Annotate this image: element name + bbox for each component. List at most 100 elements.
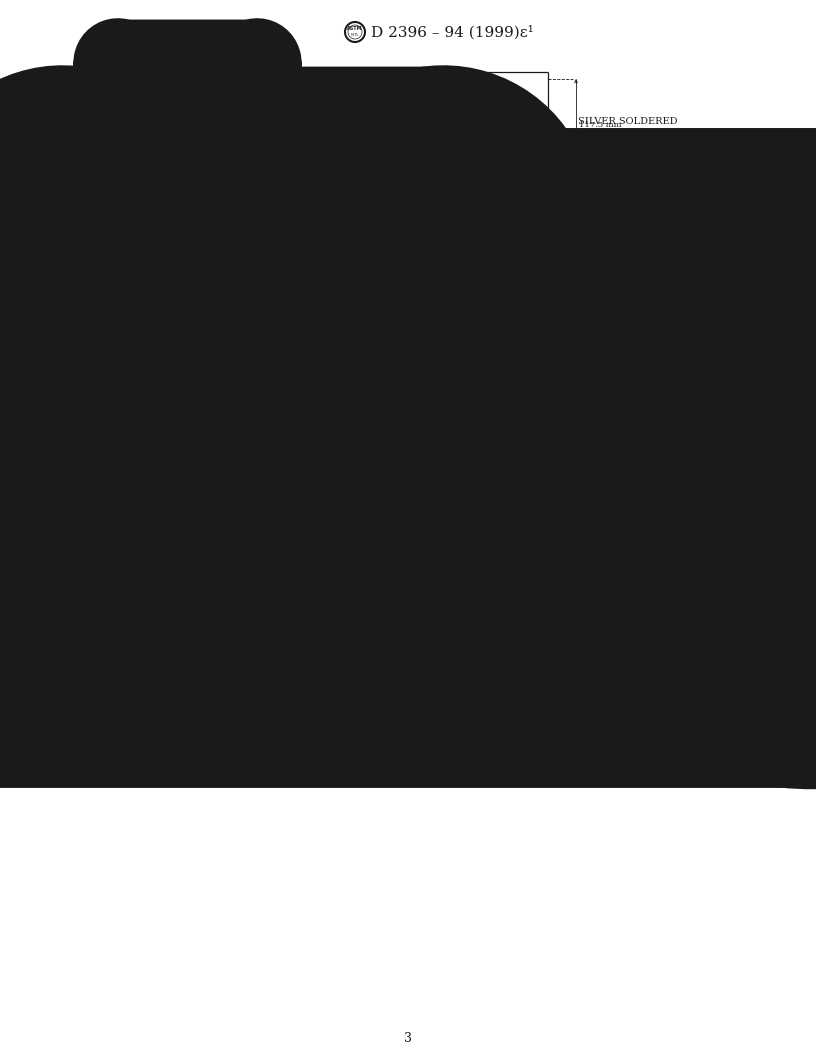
- Text: (33/64"): (33/64"): [423, 239, 455, 247]
- Text: trough and replace the cover plate.: trough and replace the cover plate.: [52, 630, 238, 639]
- Circle shape: [284, 130, 286, 132]
- Text: 11.2.1 Attach the Planetary Mixer to the torque: 11.2.1 Attach the Planetary Mixer to the…: [438, 522, 690, 530]
- Text: (1/8"): (1/8"): [92, 67, 114, 75]
- Circle shape: [220, 130, 221, 132]
- Circle shape: [220, 164, 221, 166]
- Text: min beyond the dry point. Turn off the mixer and: min beyond the dry point. Turn off the m…: [52, 650, 310, 660]
- Circle shape: [284, 96, 286, 98]
- Text: 38.5 mm: 38.5 mm: [423, 318, 460, 326]
- Text: 13 mm: 13 mm: [423, 233, 452, 241]
- Text: into the dispersion trough. Allow the beaker and: into the dispersion trough. Allow the be…: [52, 611, 308, 620]
- Text: 3 mm Dia.: 3 mm Dia.: [92, 60, 135, 68]
- Text: 13 mm: 13 mm: [46, 426, 72, 434]
- Text: the head will lubricate the rotors.: the head will lubricate the rotors.: [57, 725, 220, 734]
- Text: Tare the prewetted beaker and weigh 200 g DIDP.: Tare the prewetted beaker and weigh 200 …: [422, 592, 685, 601]
- Text: connections to the heating unit. Adjust the bowl: connections to the heating unit. Adjust …: [422, 551, 676, 560]
- Text: SILVER SOLDERED: SILVER SOLDERED: [578, 117, 677, 126]
- Text: (2-3/8"): (2-3/8"): [238, 460, 268, 468]
- Circle shape: [354, 164, 356, 166]
- Text: FIG. 1  Distribution Funnel: FIG. 1 Distribution Funnel: [168, 485, 338, 496]
- Text: brushed, and blown clean. The walls of the bowl and: brushed, and blown clean. The walls of t…: [57, 699, 311, 709]
- Text: (3"): (3"): [41, 345, 55, 353]
- Text: 11.1.7 After 4.5 min (or at a stock temperature of: 11.1.7 After 4.5 min (or at a stock temp…: [67, 571, 328, 580]
- Text: rotors should be wiped with a clean cloth. A drop of: rotors should be wiped with a clean clot…: [57, 708, 308, 717]
- Text: INTL: INTL: [351, 33, 359, 37]
- Text: hose and a vacuum cleaner to remove the bulk of the: hose and a vacuum cleaner to remove the …: [57, 682, 313, 692]
- Text: cover and activate the test program.: cover and activate the test program.: [427, 675, 603, 684]
- Text: is important (see 4.2 and section 4.3).: is important (see 4.2 and section 4.3).: [57, 518, 240, 528]
- Text: 11.1.9 Allow the ingredients to mix for at least 2: 11.1.9 Allow the ingredients to mix for …: [67, 641, 322, 650]
- Text: dispersion funnel in the slot on the bowl cover.: dispersion funnel in the slot on the bow…: [422, 697, 669, 706]
- Text: 22mm: 22mm: [579, 180, 605, 187]
- Text: 60°: 60°: [124, 278, 139, 286]
- Text: After 5 min, pour the DIDP plasticizer into the: After 5 min, pour the DIDP plasticizer i…: [422, 706, 666, 716]
- Text: (4"): (4"): [246, 428, 260, 436]
- Text: 83 mm: 83 mm: [238, 468, 268, 476]
- Text: (1/16"): (1/16"): [83, 224, 109, 232]
- Text: 11.2  Test Method B (Planetary Mixer):: 11.2 Test Method B (Planetary Mixer):: [438, 510, 643, 520]
- Circle shape: [154, 130, 156, 132]
- Circle shape: [284, 164, 286, 166]
- Text: NOTE 7—If using the computerized torque rheometer,: NOTE 7—If using the computerized torque …: [427, 649, 690, 659]
- Circle shape: [154, 96, 156, 98]
- Text: (3-3/4"): (3-3/4"): [238, 215, 268, 223]
- Text: 41.3 mm: 41.3 mm: [168, 55, 206, 63]
- Text: NOTE 6—The temperature and viscosity of the: NOTE 6—The temperature and viscosity of …: [427, 605, 652, 615]
- Text: the end of the test.: the end of the test.: [422, 725, 522, 735]
- Text: 11.2.3 Wet the dispersion funnel and the 400-mL: 11.2.3 Wet the dispersion funnel and the…: [438, 573, 696, 582]
- Text: cover and add the PVC resin. Replace the cover.: cover and add the PVC resin. Replace the…: [422, 636, 676, 645]
- Text: (33/64"): (33/64"): [43, 433, 72, 441]
- Text: plasticizer placed between each rotor and back plate of: plasticizer placed between each rotor an…: [57, 717, 326, 725]
- Text: (3-1/4"): (3-1/4"): [238, 474, 268, 482]
- Text: powder from the bowl. The bowl can then be opened,: powder from the bowl. The bowl can then …: [57, 691, 315, 700]
- Circle shape: [354, 130, 356, 132]
- Text: continue mixing.: continue mixing.: [52, 560, 140, 568]
- Text: initiate the computer to calibrate the unit. Add the: initiate the computer to calibrate the u…: [427, 658, 671, 667]
- Text: 102 mm: 102 mm: [236, 422, 270, 430]
- Circle shape: [220, 96, 221, 98]
- Text: 11.2.4 Weigh 400 g PVC resin. Remove the bowl: 11.2.4 Weigh 400 g PVC resin. Remove the…: [438, 626, 692, 636]
- Text: 1.6 mm R: 1.6 mm R: [83, 218, 123, 226]
- Text: 11.1.6 With the mixer jacket at 88°C and the mixer: 11.1.6 With the mixer jacket at 88°C and…: [67, 531, 336, 540]
- Text: dispersion funnel. Leave the funnel in place until: dispersion funnel. Leave the funnel in p…: [422, 716, 680, 725]
- Text: (7/8"): (7/8"): [579, 185, 601, 193]
- Text: FINISHED:  POLISHED: FINISHED: POLISHED: [490, 331, 614, 340]
- Text: temperature to 88 ± 1°C.: temperature to 88 ± 1°C.: [422, 561, 557, 569]
- Text: 89 mm: 89 mm: [41, 119, 70, 127]
- Text: resin at the end of the calibration, and replace the: resin at the end of the calibration, and…: [427, 666, 670, 676]
- Text: 117.5 mm: 117.5 mm: [579, 121, 622, 129]
- Text: D 2396 – 94 (1999)ε¹: D 2396 – 94 (1999)ε¹: [371, 25, 534, 39]
- Text: 3.2 mm R: 3.2 mm R: [379, 218, 420, 226]
- Text: rheometer.: rheometer.: [422, 531, 480, 540]
- Text: 11.2.5 After mixing 4.5 min, place the prewetted: 11.2.5 After mixing 4.5 min, place the p…: [438, 687, 694, 697]
- Circle shape: [354, 96, 356, 98]
- Text: 22 mm: 22 mm: [55, 101, 81, 109]
- Text: (4-5/8"): (4-5/8"): [579, 130, 609, 138]
- Text: 11.1.10 For additional tests, repeat 11.1.4-11.1.9.: 11.1.10 For additional tests, repeat 11.…: [67, 737, 329, 747]
- Text: beaker with plasticizer and drain both for 1 min.: beaker with plasticizer and drain both f…: [422, 583, 678, 591]
- Text: the PVC/clay mix to the bowl. Replace bowl cover and: the PVC/clay mix to the bowl. Replace bo…: [52, 550, 336, 559]
- Text: (1/8"): (1/8"): [398, 224, 420, 232]
- Text: 3: 3: [404, 1032, 412, 1045]
- Text: 44.5 mm: 44.5 mm: [47, 84, 81, 92]
- Text: (3-1/2"): (3-1/2"): [41, 129, 70, 137]
- Text: trough to drain for 1 min. Remove the beaker and: trough to drain for 1 min. Remove the be…: [52, 621, 314, 629]
- Text: (7/8"): (7/8"): [61, 108, 81, 116]
- Text: MATERIAL:  18 ga. STAINLESS STEEL: MATERIAL: 18 ga. STAINLESS STEEL: [490, 318, 696, 327]
- Text: recorder and clean the bowl.: recorder and clean the bowl.: [52, 660, 204, 670]
- Text: (1-3/4"): (1-3/4"): [54, 91, 81, 99]
- Text: 11.1.8 At 5 min pour the DIDP evenly and quickly: 11.1.8 At 5 min pour the DIDP evenly and…: [67, 602, 328, 610]
- Text: 60°: 60°: [258, 303, 273, 312]
- Text: 11.2.2 If the mixer is oil heated, make: 11.2.2 If the mixer is oil heated, make: [438, 542, 638, 550]
- Text: NOTE 5—The mixer measuring head is best cleaned using a: NOTE 5—The mixer measuring head is best …: [57, 674, 347, 683]
- Text: NOTE 4—The temperature and viscosity of the plasticizer: NOTE 4—The temperature and viscosity of …: [57, 510, 335, 518]
- Circle shape: [154, 164, 156, 166]
- Text: 5: 5: [592, 508, 596, 516]
- Text: (1-5/8"): (1-5/8"): [172, 61, 202, 69]
- Text: 88°C) remove the cover plate and place the prewetted: 88°C) remove the cover plate and place t…: [52, 581, 339, 589]
- Text: plasticizer is important (see 6.2 and 6.3).: plasticizer is important (see 6.2 and 6.…: [427, 614, 625, 623]
- Text: ASTM: ASTM: [347, 26, 363, 31]
- Text: 95 mm: 95 mm: [238, 209, 268, 216]
- Text: 60 mm: 60 mm: [238, 454, 268, 463]
- Text: 60°: 60°: [208, 290, 223, 298]
